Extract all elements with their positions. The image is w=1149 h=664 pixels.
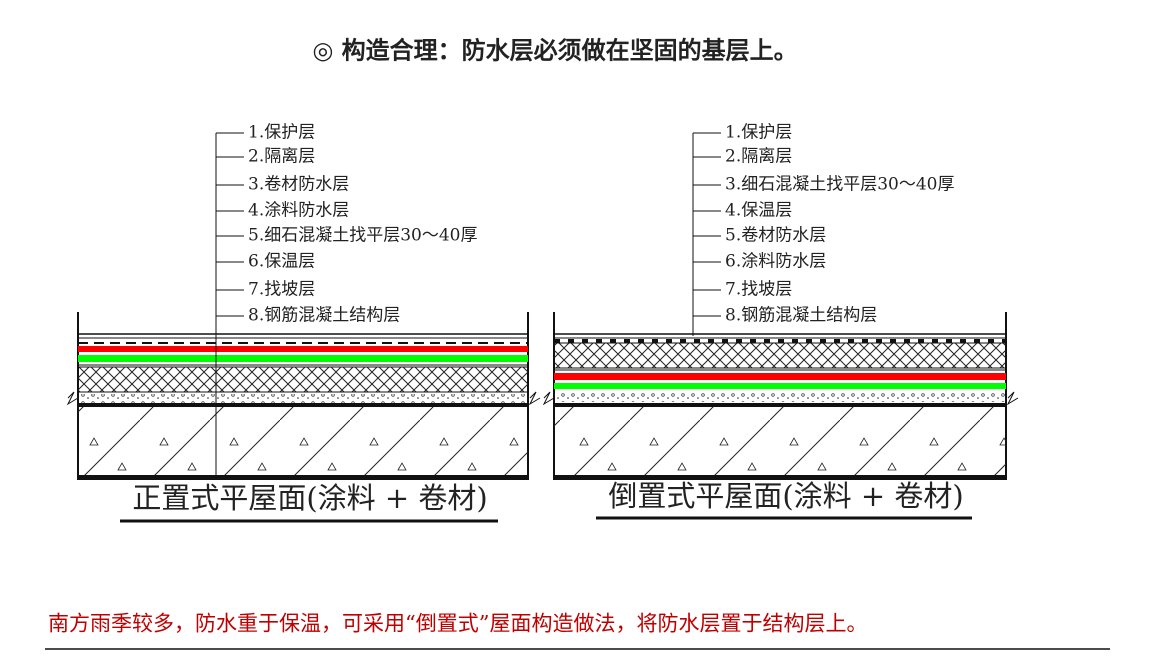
layer-label: 8.钢筋混凝土结构层 (248, 306, 400, 326)
layer-label: 2.隔离层 (248, 147, 315, 167)
layer-label: 1.保护层 (248, 123, 315, 143)
diagram-left: 正置式平屋面(涂料 + 卷材) 1.保护层 2.隔离层 3.卷材防水层 4.涂料防水层… (66, 123, 541, 523)
layer-label: 1.保护层 (725, 123, 792, 143)
layer-label: 6.涂料防水层 (725, 252, 826, 272)
diagram-right: 倒置式平屋面(涂料 + 卷材) 1.保护层 2.隔离层 3.细石混凝土找平层30～4… (542, 123, 1019, 520)
layer-label: 8.钢筋混凝土结构层 (725, 306, 877, 326)
layer-label: 4.涂料防水层 (248, 201, 349, 221)
layer-label: 4.保温层 (725, 201, 792, 221)
layer-label: 5.卷材防水层 (725, 226, 826, 246)
layer-label: 5.细石混凝土找平层30～40厚 (248, 226, 477, 246)
layer-label: 3.细石混凝土找平层30～40厚 (725, 175, 954, 195)
layer-label: 6.保温层 (248, 252, 315, 272)
title: ◎ 构造合理：防水层必须做在坚固的基层上。 (312, 36, 797, 65)
layer-label: 7.找坡层 (248, 280, 315, 300)
footer-note: 南方雨季较多，防水重于保温，可采用“倒置式”屋面构造做法，将防水层置于结构层上。 (48, 612, 867, 636)
layer-label: 2.隔离层 (725, 147, 792, 167)
caption: 倒置式平屋面(涂料 + 卷材) (608, 479, 963, 513)
caption: 正置式平屋面(涂料 + 卷材) (132, 481, 487, 515)
layer-label: 3.卷材防水层 (248, 175, 349, 195)
layer-label: 7.找坡层 (725, 280, 792, 300)
